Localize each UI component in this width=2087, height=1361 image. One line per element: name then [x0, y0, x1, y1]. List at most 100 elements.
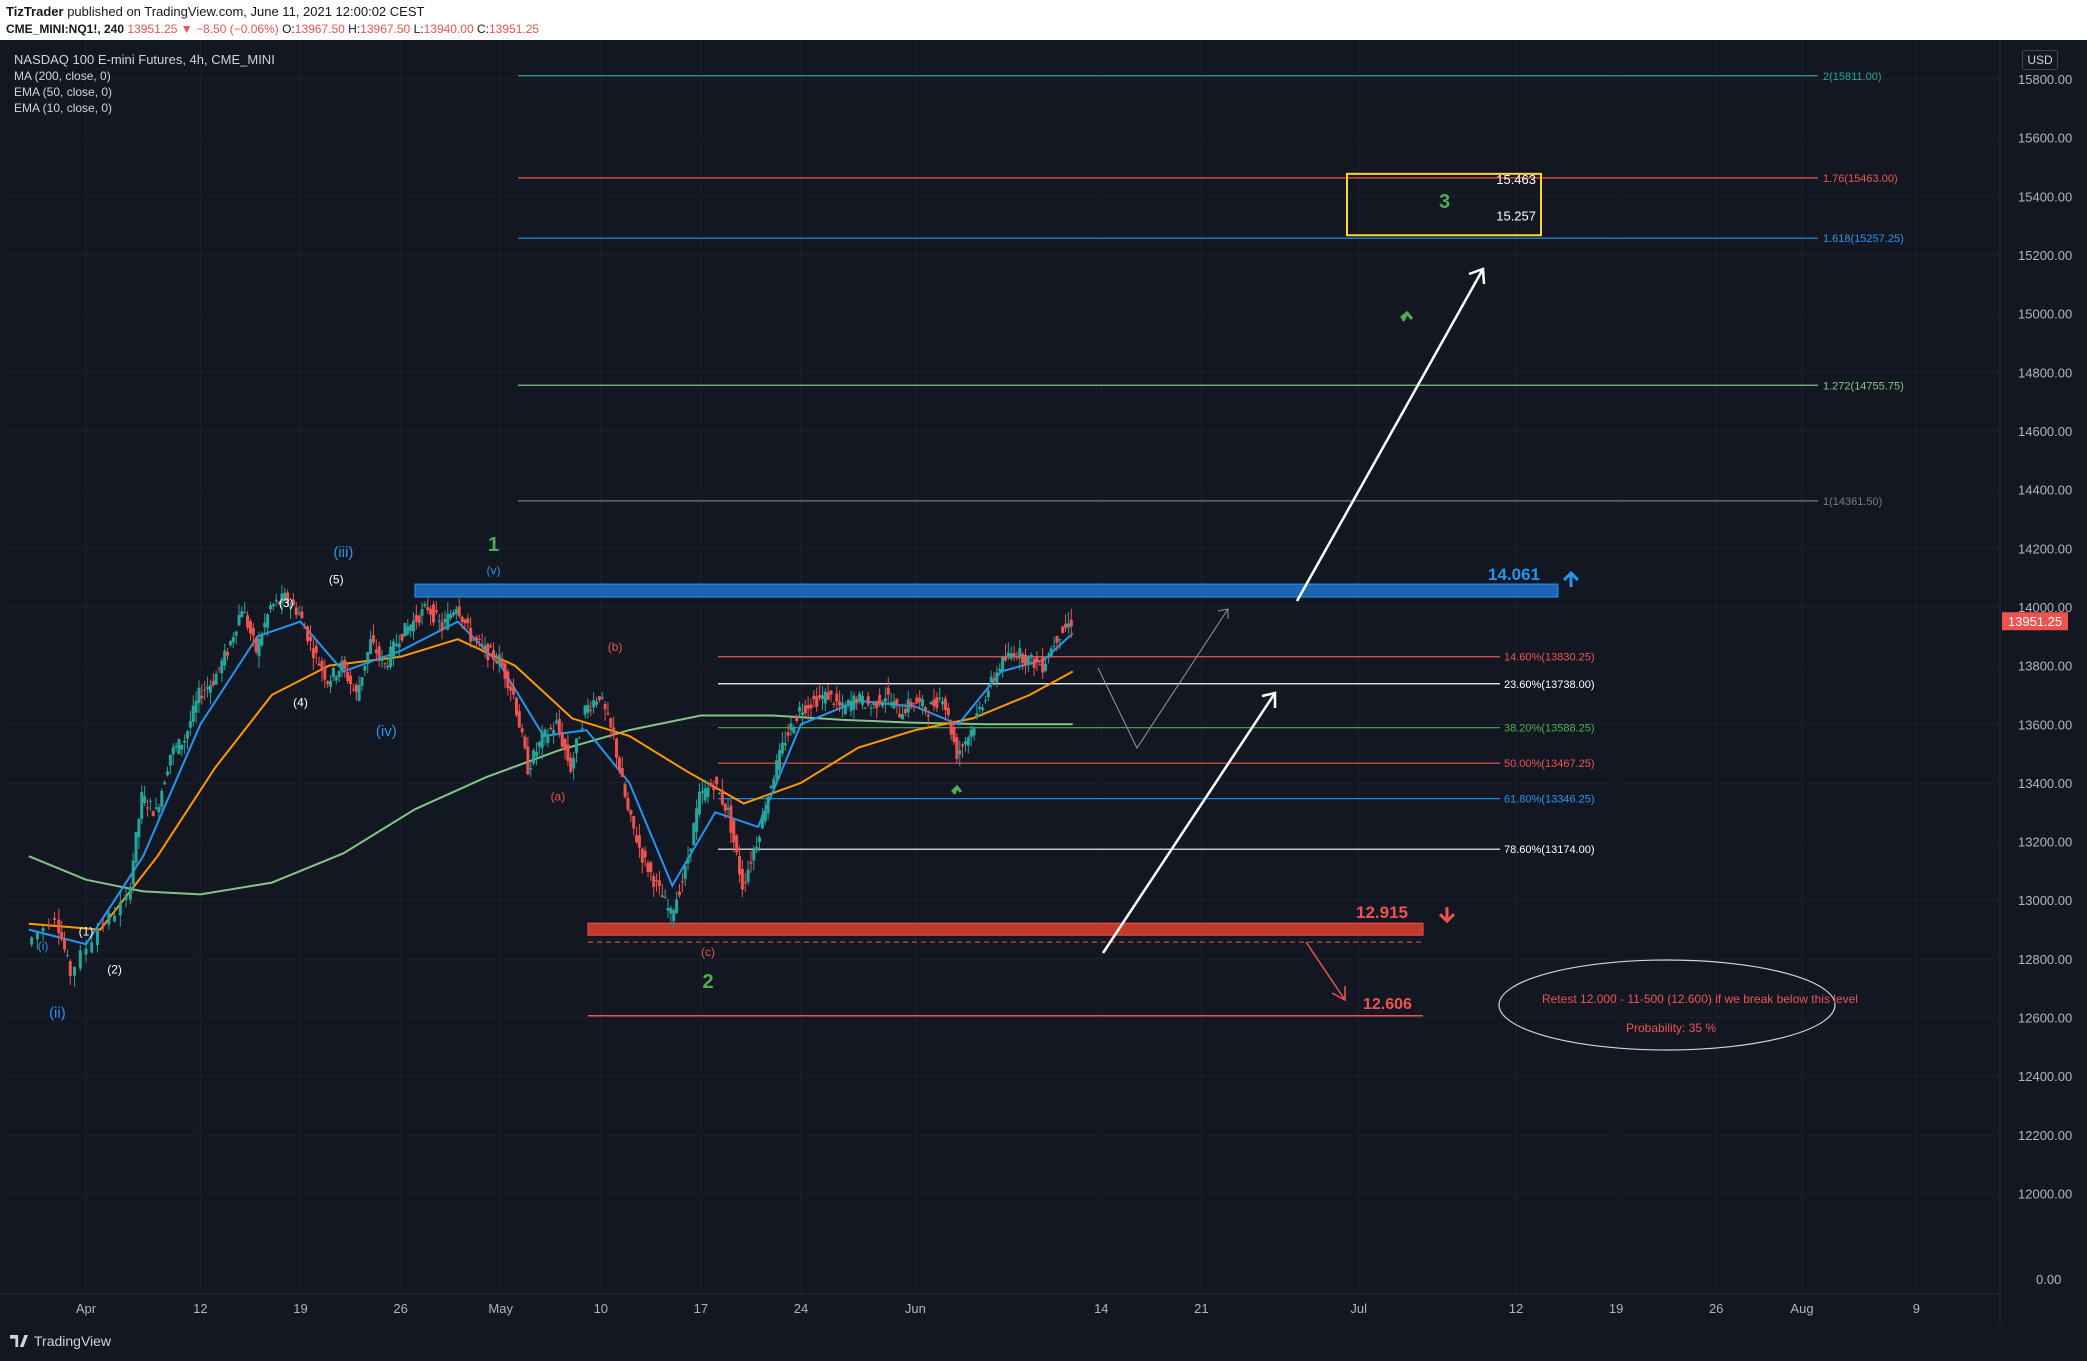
time-axis[interactable]: Apr 12 19 26 May 10 17 24 Jun 14 21 Jul 12 19 26 Aug 9 — [76, 1301, 1920, 1316]
candle-body — [329, 680, 333, 687]
wave-label: (c) — [701, 945, 715, 959]
candle-body — [95, 930, 99, 946]
fib-extension-label: 1.76(15463.00) — [1823, 173, 1898, 185]
candle-body — [303, 627, 307, 629]
publisher-name[interactable]: TizTrader — [6, 4, 64, 19]
candle-body — [966, 737, 970, 746]
resistance-label: 14.061 — [1488, 565, 1540, 584]
price-chart[interactable]: 2(15811.00) 1.76(15463.00) 1.618(15257.25)… — [0, 40, 2087, 1324]
candle-body — [835, 693, 839, 702]
price-axis[interactable]: 15800.00 15600.00 15400.00 15200.00 15000.00… — [2002, 72, 2072, 1287]
ema10-line — [28, 620, 1074, 946]
candle-body — [869, 707, 873, 709]
candle-body — [889, 702, 893, 706]
wave-label: (b) — [608, 640, 623, 654]
candle-body — [577, 737, 581, 739]
candle-body — [846, 700, 850, 705]
candle-body — [818, 695, 822, 698]
candle-body — [343, 659, 347, 669]
candle-body — [1029, 654, 1033, 659]
candle-body — [932, 699, 936, 707]
price-tick-label: 15000.00 — [2018, 307, 2072, 322]
candle-body — [171, 747, 175, 755]
candle-body — [595, 701, 599, 705]
candle-body — [394, 643, 398, 647]
open-label: O: — [282, 22, 295, 36]
candle-body — [231, 636, 235, 643]
candle-body — [311, 648, 315, 659]
candle-body — [41, 927, 45, 932]
candle-body — [820, 695, 824, 700]
moving-averages — [28, 620, 1074, 946]
candle-body — [929, 702, 933, 705]
candle-body — [1035, 657, 1039, 662]
price-tick-label: 12000.00 — [2018, 1187, 2072, 1202]
candle-body — [580, 728, 584, 730]
down-arrow-icon — [1438, 907, 1456, 924]
candle-body — [672, 910, 676, 922]
time-tick-label: 12 — [193, 1301, 207, 1316]
candle-body — [177, 739, 181, 754]
candle-body — [1003, 655, 1007, 661]
fib-retracement-label: 23.60%(13738.00) — [1504, 679, 1595, 691]
candle-body — [863, 707, 867, 709]
candle-body — [200, 695, 204, 699]
candle-body — [623, 784, 627, 797]
footer — [0, 1324, 2087, 1361]
down-target-arrow — [1305, 941, 1346, 1002]
candle-body — [47, 924, 51, 927]
candle-body — [426, 607, 430, 610]
path-projection — [1097, 608, 1229, 750]
candle-body — [512, 687, 516, 695]
candle-body — [134, 831, 138, 863]
candle-body — [723, 803, 727, 811]
candle-body — [186, 731, 190, 739]
candle-body — [446, 613, 450, 630]
candle-body — [188, 721, 192, 728]
candle-body — [695, 808, 699, 832]
candle-body — [675, 899, 679, 914]
candle-body — [560, 732, 564, 747]
candle-body — [849, 700, 853, 712]
candle-body — [306, 626, 310, 642]
candle-body — [124, 894, 128, 900]
currency-label[interactable]: USD — [2022, 50, 2058, 70]
candle-body — [113, 915, 117, 922]
candle-body — [780, 742, 784, 754]
candle-body — [906, 699, 910, 713]
candle-body — [649, 862, 653, 873]
candle-body — [812, 695, 816, 700]
candle-body — [163, 782, 167, 785]
candle-body — [403, 623, 407, 637]
candle-body — [763, 811, 767, 822]
candle-body — [60, 932, 64, 940]
tradingview-logo[interactable]: TradingView — [10, 1333, 111, 1349]
tradingview-logo-icon — [10, 1335, 28, 1347]
candle-body — [860, 696, 864, 705]
candle-body — [852, 695, 856, 710]
candle-body — [143, 796, 147, 804]
candle-body — [655, 880, 659, 882]
candle-body — [1012, 653, 1016, 657]
candle-body — [546, 735, 550, 743]
candle-body — [829, 690, 833, 695]
candle-body — [554, 720, 558, 724]
candle-body — [211, 680, 215, 686]
candle-body — [354, 684, 358, 693]
candle-body — [145, 807, 149, 809]
candle-body — [228, 641, 232, 646]
published-text: published on TradingView.com, June 11, 2… — [67, 4, 425, 19]
candle-body — [246, 615, 250, 628]
legend: NASDAQ 100 E-mini Futures, 4h, CME_MINI M… — [14, 52, 275, 115]
price-tick-label: 14000.00 — [2018, 600, 2072, 615]
candle-body — [720, 789, 724, 805]
candle-body — [743, 882, 747, 884]
candle-body — [514, 697, 518, 716]
candle-body — [180, 744, 184, 750]
target-box — [1346, 172, 1542, 237]
candle-body — [941, 701, 945, 705]
candle-body — [443, 619, 447, 623]
candle-body — [1001, 657, 1005, 671]
candle-body — [786, 732, 790, 736]
candle-body — [317, 663, 321, 666]
